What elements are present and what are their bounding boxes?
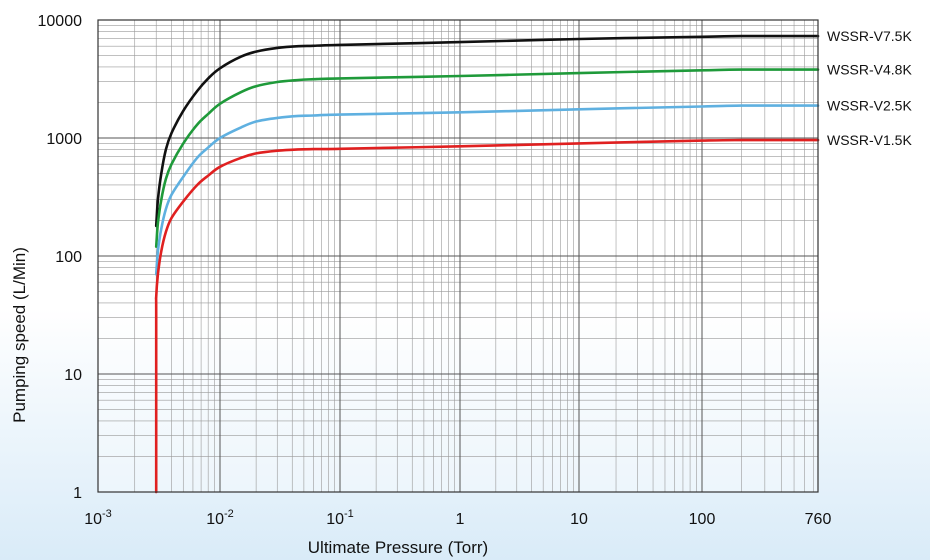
- series-layer: [154, 34, 820, 494]
- series-label: WSSR-V4.8K: [827, 62, 912, 78]
- y-tick-label: 10000: [38, 13, 83, 30]
- y-tick-label: 1: [73, 485, 82, 502]
- y-tick-label: 100: [55, 249, 82, 266]
- x-tick-label: 100: [689, 511, 716, 528]
- series-line-2: [154, 68, 820, 248]
- x-tick-label: 760: [805, 511, 832, 528]
- x-axis-title: Ultimate Pressure (Torr): [308, 538, 488, 557]
- series-line-1: [154, 34, 820, 228]
- y-tick-label: 1000: [46, 131, 82, 148]
- x-tick-label: 10-3: [84, 508, 112, 528]
- series-line-3: [154, 104, 820, 276]
- series-label: WSSR-V1.5K: [827, 132, 912, 148]
- x-tick-labels: 10-3 10-2 10-1 1 10 100 760: [84, 508, 831, 528]
- plot-frame: [97, 19, 819, 493]
- series-label: WSSR-V2.5K: [827, 98, 912, 114]
- x-tick-label: 10-1: [326, 508, 354, 528]
- y-tick-labels: 1 10 100 1000 10000: [38, 13, 83, 502]
- x-tick-label: 10: [570, 511, 588, 528]
- legend: WSSR-V7.5K WSSR-V4.8K WSSR-V2.5K WSSR-V1.5K: [827, 28, 912, 148]
- x-tick-label: 10-2: [206, 508, 234, 528]
- y-tick-label: 10: [64, 367, 82, 384]
- series-line-4: [154, 138, 820, 494]
- x-tick-label: 1: [456, 511, 465, 528]
- series-label: WSSR-V7.5K: [827, 28, 912, 44]
- y-axis-title: Pumping speed (L/Min): [10, 247, 29, 423]
